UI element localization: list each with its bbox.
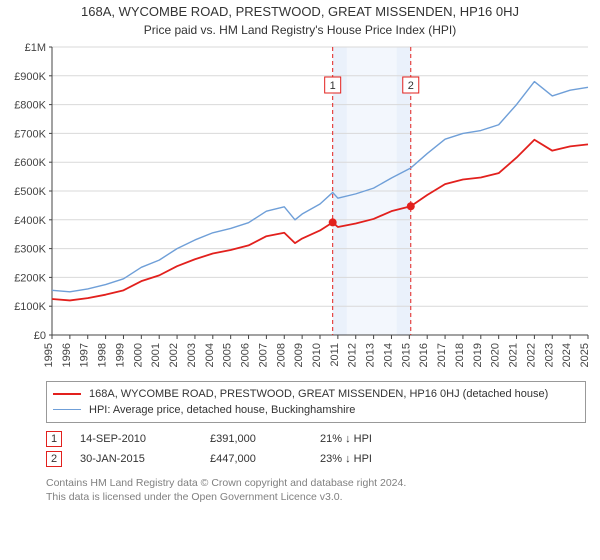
svg-text:2005: 2005 [222, 343, 234, 367]
legend-row: HPI: Average price, detached house, Buck… [53, 402, 579, 418]
svg-text:2015: 2015 [400, 343, 412, 367]
line-chart-svg: £0 £100K £200K £300K £400K £500K £600K £700K £80… [6, 43, 594, 373]
svg-text:1: 1 [330, 80, 336, 92]
svg-text:£1M: £1M [25, 43, 46, 54]
chart-title: 168A, WYCOMBE ROAD, PRESTWOOD, GREAT MIS… [6, 4, 594, 21]
svg-text:2025: 2025 [579, 343, 591, 367]
chart-subtitle: Price paid vs. HM Land Registry's House … [6, 23, 594, 37]
svg-text:2006: 2006 [240, 343, 252, 367]
svg-text:2023: 2023 [543, 343, 555, 367]
svg-text:2008: 2008 [275, 343, 287, 367]
chart-container: 168A, WYCOMBE ROAD, PRESTWOOD, GREAT MIS… [0, 0, 600, 560]
svg-text:£900K: £900K [14, 71, 46, 83]
svg-text:2022: 2022 [525, 343, 537, 367]
sale-row: 1 14-SEP-2010£391,00021% ↓ HPI [46, 429, 586, 449]
svg-text:2000: 2000 [132, 343, 144, 367]
svg-text:2: 2 [408, 80, 414, 92]
svg-text:1999: 1999 [114, 343, 126, 367]
svg-text:2012: 2012 [347, 343, 359, 367]
legend: 168A, WYCOMBE ROAD, PRESTWOOD, GREAT MIS… [46, 381, 586, 423]
svg-text:£800K: £800K [14, 99, 46, 111]
svg-text:2024: 2024 [561, 343, 573, 367]
sale-table: 1 14-SEP-2010£391,00021% ↓ HPI 2 30-JAN-201… [46, 429, 586, 469]
svg-text:2003: 2003 [186, 343, 198, 367]
sale-date: 14-SEP-2010 [80, 433, 210, 445]
legend-swatch [53, 393, 81, 395]
chart-plot: £0 £100K £200K £300K £400K £500K £600K £700K £80… [6, 43, 594, 373]
sale-price: £391,000 [210, 433, 320, 445]
legend-swatch [53, 409, 81, 410]
svg-text:£100K: £100K [14, 301, 46, 313]
svg-text:2004: 2004 [204, 343, 216, 367]
svg-text:1997: 1997 [79, 343, 91, 367]
svg-text:2019: 2019 [472, 343, 484, 367]
sale-badge: 2 [46, 451, 62, 467]
svg-text:2010: 2010 [311, 343, 323, 367]
attribution-line2: This data is licensed under the Open Gov… [46, 491, 586, 505]
svg-text:2002: 2002 [168, 343, 180, 367]
svg-text:£700K: £700K [14, 128, 46, 140]
svg-text:£400K: £400K [14, 215, 46, 227]
svg-text:2020: 2020 [490, 343, 502, 367]
sale-row: 2 30-JAN-2015£447,00023% ↓ HPI [46, 449, 586, 469]
svg-text:£200K: £200K [14, 272, 46, 284]
legend-label: HPI: Average price, detached house, Buck… [89, 404, 355, 416]
svg-text:2013: 2013 [365, 343, 377, 367]
sale-date: 30-JAN-2015 [80, 453, 210, 465]
svg-text:2011: 2011 [329, 343, 341, 367]
svg-text:2016: 2016 [418, 343, 430, 367]
attribution-line1: Contains HM Land Registry data © Crown c… [46, 477, 586, 491]
svg-text:£300K: £300K [14, 243, 46, 255]
svg-text:£500K: £500K [14, 186, 46, 198]
svg-text:£0: £0 [34, 330, 46, 342]
legend-label: 168A, WYCOMBE ROAD, PRESTWOOD, GREAT MIS… [89, 388, 548, 400]
svg-text:1998: 1998 [97, 343, 109, 367]
svg-text:2009: 2009 [293, 343, 305, 367]
svg-text:2017: 2017 [436, 343, 448, 367]
sale-badge: 1 [46, 431, 62, 447]
sale-hpi-delta: 23% ↓ HPI [320, 453, 430, 465]
svg-text:2021: 2021 [508, 343, 520, 367]
svg-text:£600K: £600K [14, 157, 46, 169]
sale-hpi-delta: 21% ↓ HPI [320, 433, 430, 445]
legend-row: 168A, WYCOMBE ROAD, PRESTWOOD, GREAT MIS… [53, 386, 579, 402]
svg-text:1996: 1996 [61, 343, 73, 367]
svg-text:2007: 2007 [257, 343, 269, 367]
attribution: Contains HM Land Registry data © Crown c… [46, 477, 586, 504]
svg-text:2014: 2014 [382, 343, 394, 367]
sale-price: £447,000 [210, 453, 320, 465]
svg-text:2001: 2001 [150, 343, 162, 367]
svg-text:1995: 1995 [43, 343, 55, 367]
svg-text:2018: 2018 [454, 343, 466, 367]
